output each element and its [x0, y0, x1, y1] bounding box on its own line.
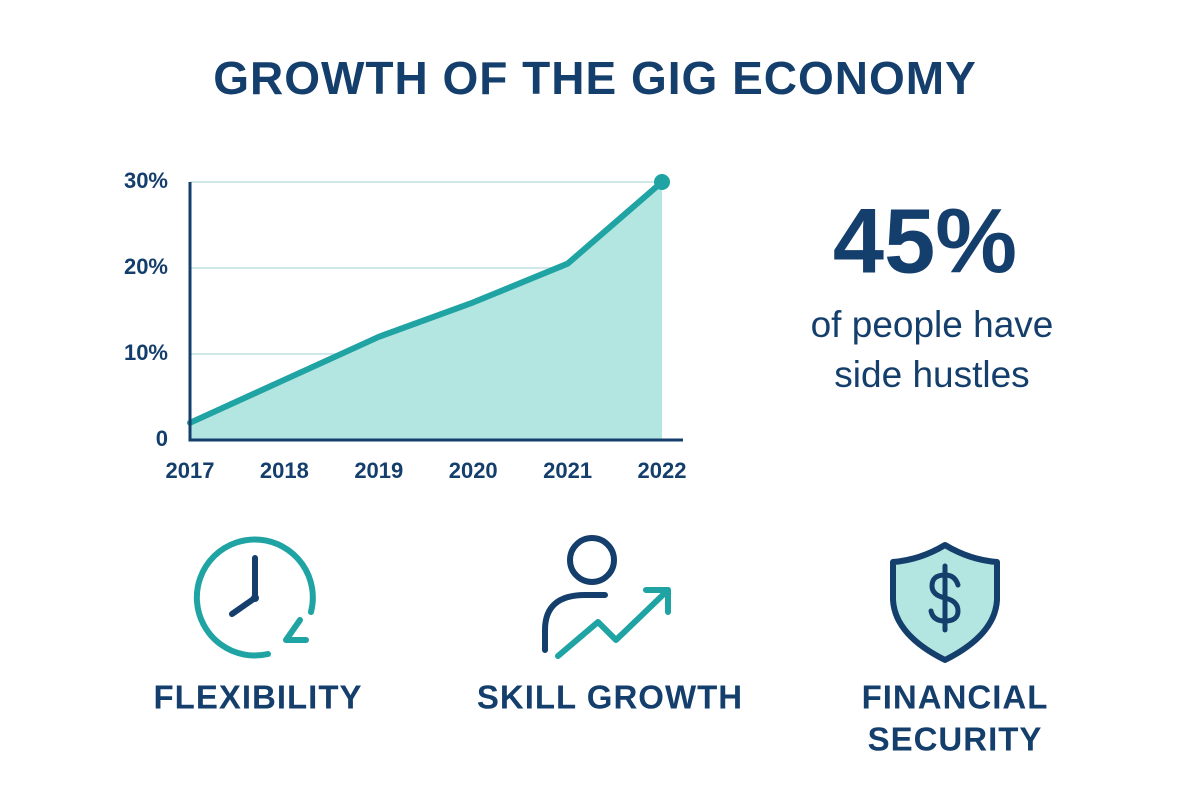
stat-line: side hustles [834, 354, 1029, 395]
shield-icon [890, 542, 1000, 663]
chart: 0 10% 20% 30% 2017 2018 2019 2020 2021 2022 [124, 168, 687, 483]
x-tick-label: 2018 [260, 458, 309, 483]
axis-line [188, 182, 683, 442]
stat-figure: 45% [833, 190, 1017, 292]
growth-icon [542, 535, 671, 659]
stat-line: of people have [811, 304, 1054, 345]
title: GROWTH OF THE GIG ECONOMY [213, 52, 977, 104]
clock-icon [193, 536, 316, 659]
x-tick-label: 2020 [449, 458, 498, 483]
end-point [654, 174, 670, 190]
y-tick-label: 10% [124, 340, 168, 365]
y-tick-label: 30% [124, 168, 168, 193]
x-tick-label: 2022 [638, 458, 687, 483]
area-fill [190, 182, 662, 440]
feature-label: SECURITY [868, 721, 1043, 758]
x-tick-label: 2021 [543, 458, 592, 483]
area-line [187, 179, 665, 426]
y-tick-label: 0 [156, 426, 168, 451]
x-tick-label: 2017 [166, 458, 215, 483]
feature-label: FLEXIBILITY [154, 679, 363, 716]
y-tick-label: 20% [124, 254, 168, 279]
feature-label: FINANCIAL [862, 679, 1049, 716]
x-tick-label: 2019 [354, 458, 403, 483]
feature-label: SKILL GROWTH [477, 679, 743, 716]
